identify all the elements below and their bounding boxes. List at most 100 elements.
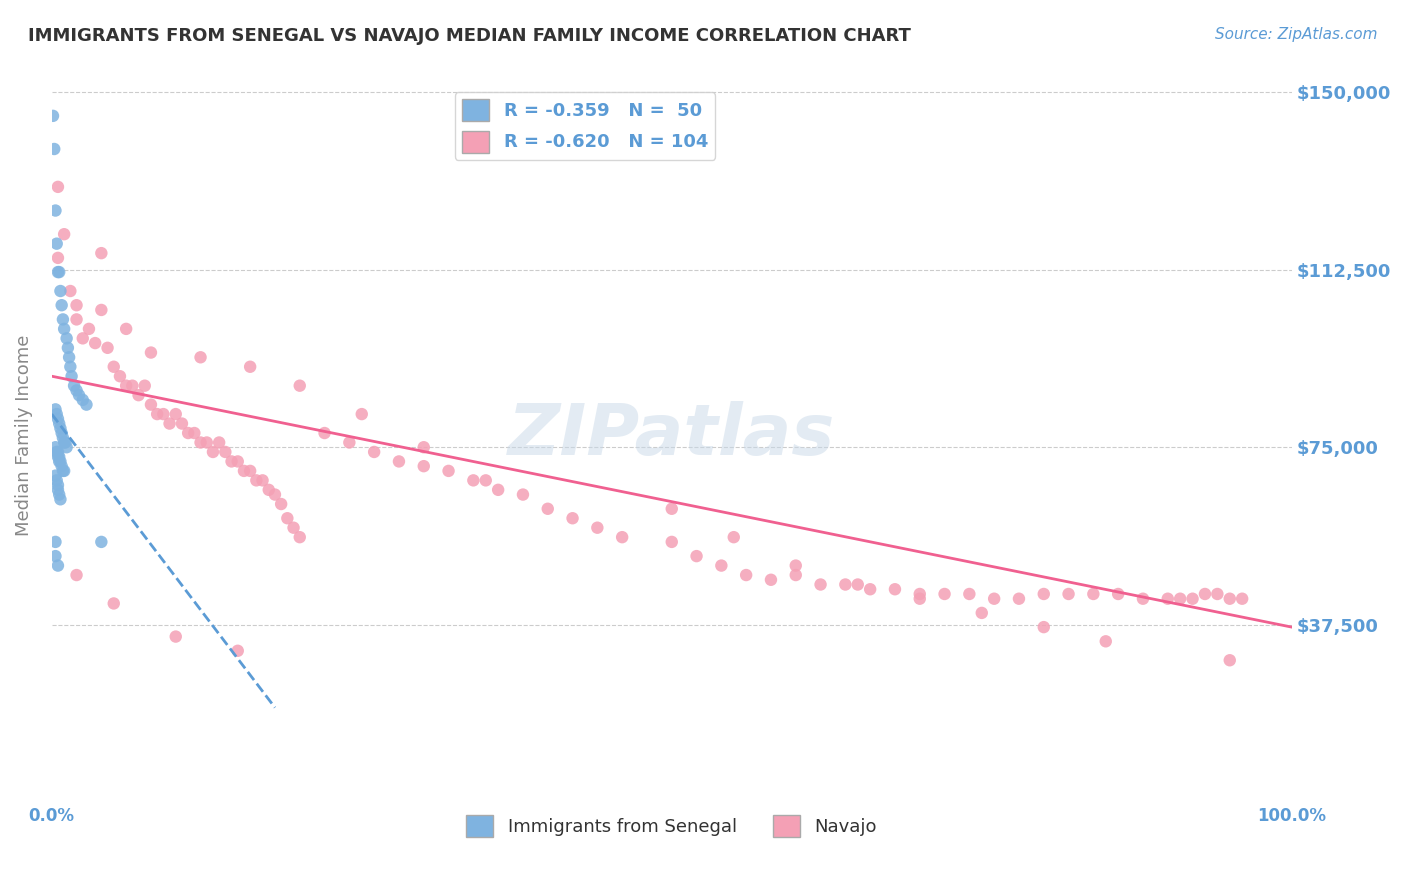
Point [58, 351, 80, 365]
Point [208, 435, 231, 450]
Point [859, 582, 882, 597]
Point [46, 483, 69, 497]
Text: Source: ZipAtlas.com: Source: ZipAtlas.com [1215, 27, 1378, 42]
Point [834, 577, 856, 591]
Point [252, 474, 274, 488]
Point [612, 530, 634, 544]
Point [350, 407, 373, 421]
Point [63, 378, 86, 392]
Point [288, 378, 311, 392]
Point [537, 501, 560, 516]
Point [661, 535, 683, 549]
Point [53, 227, 76, 242]
Point [44, 440, 66, 454]
Point [44, 468, 66, 483]
Point [785, 558, 807, 573]
Point [1157, 591, 1180, 606]
Point [51, 298, 73, 312]
Point [1094, 634, 1116, 648]
Point [55, 331, 77, 345]
Point [45, 407, 67, 421]
Point [48, 487, 70, 501]
Point [146, 407, 169, 421]
Point [337, 435, 360, 450]
Point [65, 298, 87, 312]
Point [53, 464, 76, 478]
Point [1132, 591, 1154, 606]
Point [437, 464, 460, 478]
Point [884, 582, 907, 597]
Point [90, 535, 112, 549]
Legend: Immigrants from Senegal, Navajo: Immigrants from Senegal, Navajo [460, 808, 884, 845]
Point [190, 435, 212, 450]
Point [1008, 591, 1031, 606]
Point [46, 445, 69, 459]
Point [90, 246, 112, 260]
Point [55, 435, 77, 450]
Point [49, 492, 72, 507]
Point [270, 497, 292, 511]
Point [1168, 591, 1191, 606]
Point [72, 392, 94, 407]
Point [759, 573, 782, 587]
Point [103, 359, 125, 374]
Point [1181, 591, 1204, 606]
Point [48, 417, 70, 431]
Point [44, 402, 66, 417]
Point [48, 454, 70, 468]
Point [314, 425, 336, 440]
Point [661, 501, 683, 516]
Point [276, 511, 298, 525]
Point [785, 568, 807, 582]
Point [474, 474, 496, 488]
Point [96, 341, 118, 355]
Point [1194, 587, 1216, 601]
Point [934, 587, 956, 601]
Point [165, 407, 187, 421]
Point [735, 568, 758, 582]
Point [134, 378, 156, 392]
Point [486, 483, 509, 497]
Point [221, 454, 243, 468]
Point [49, 454, 72, 468]
Point [67, 388, 90, 402]
Point [139, 398, 162, 412]
Point [165, 630, 187, 644]
Point [226, 454, 249, 468]
Point [561, 511, 583, 525]
Point [983, 591, 1005, 606]
Point [412, 440, 434, 454]
Point [239, 359, 262, 374]
Point [1219, 653, 1241, 667]
Point [723, 530, 745, 544]
Point [1032, 620, 1054, 634]
Point [52, 464, 75, 478]
Point [48, 265, 70, 279]
Point [55, 440, 77, 454]
Point [128, 388, 150, 402]
Point [190, 351, 212, 365]
Point [53, 435, 76, 450]
Point [412, 459, 434, 474]
Point [139, 345, 162, 359]
Point [177, 425, 200, 440]
Point [45, 445, 67, 459]
Point [59, 284, 82, 298]
Point [65, 384, 87, 398]
Point [42, 109, 65, 123]
Point [463, 474, 485, 488]
Point [46, 478, 69, 492]
Point [76, 398, 98, 412]
Y-axis label: Median Family Income: Median Family Income [15, 334, 32, 536]
Point [512, 487, 534, 501]
Point [264, 487, 287, 501]
Point [44, 535, 66, 549]
Point [214, 445, 236, 459]
Point [685, 549, 707, 563]
Point [908, 591, 931, 606]
Point [56, 341, 79, 355]
Point [46, 265, 69, 279]
Point [44, 203, 66, 218]
Text: IMMIGRANTS FROM SENEGAL VS NAVAJO MEDIAN FAMILY INCOME CORRELATION CHART: IMMIGRANTS FROM SENEGAL VS NAVAJO MEDIAN… [28, 27, 911, 45]
Point [1107, 587, 1129, 601]
